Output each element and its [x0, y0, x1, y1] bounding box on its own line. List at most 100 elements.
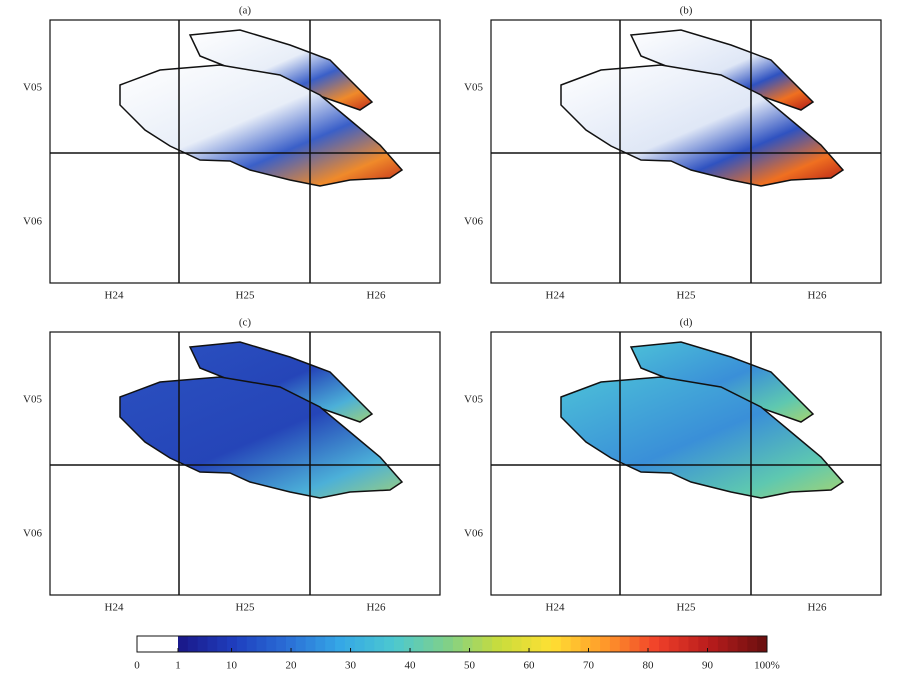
- col-label: H26: [367, 290, 386, 302]
- colorbar-cell: [423, 636, 434, 652]
- col-label: H25: [236, 602, 255, 614]
- colorbar-cell: [443, 636, 454, 652]
- colorbar-cell: [492, 636, 503, 652]
- panel-label: (a): [239, 5, 252, 17]
- colorbar-cell: [315, 636, 326, 652]
- colorbar-cell: [285, 636, 297, 652]
- row-label: V05: [464, 82, 483, 94]
- colorbar-cell: [531, 636, 542, 652]
- colorbar-cell: [590, 636, 601, 652]
- col-label: H24: [546, 290, 565, 302]
- panel-label: (b): [680, 5, 693, 17]
- colorbar-cell: [747, 636, 758, 652]
- colorbar-cell: [335, 636, 346, 652]
- colorbar-cell: [393, 636, 405, 652]
- col-label: H26: [808, 602, 827, 614]
- colorbar-tick-label: 40: [405, 660, 417, 672]
- colorbar-cell: [197, 636, 208, 652]
- colorbar-cell: [236, 636, 248, 652]
- colorbar-cell: [246, 636, 258, 652]
- colorbar-cell: [354, 636, 366, 652]
- colorbar-cell: [295, 636, 307, 652]
- colorbar-tick-label: 70: [583, 660, 595, 672]
- colorbar-cell: [668, 636, 680, 652]
- colorbar-cell: [501, 636, 513, 652]
- colorbar-tick-label: 50: [464, 660, 476, 672]
- colorbar-cell: [511, 636, 523, 652]
- colorbar-cell: [344, 636, 356, 652]
- colorbar-cell: [551, 636, 562, 652]
- colorbar-cell: [600, 636, 611, 652]
- colorbar-cell: [609, 636, 621, 652]
- colorbar-cell: [384, 636, 395, 652]
- region-main: [119, 376, 404, 499]
- col-label: H25: [677, 602, 696, 614]
- panel-frame: [49, 331, 441, 596]
- colorbar-cell: [462, 636, 473, 652]
- colorbar-cell: [727, 636, 739, 652]
- colorbar-tick-label: 1: [175, 660, 181, 672]
- colorbar-cell: [619, 636, 631, 652]
- colorbar-cell: [757, 636, 768, 652]
- colorbar-cell: [521, 636, 532, 652]
- row-label: V06: [23, 528, 42, 540]
- colorbar-cell: [413, 636, 424, 652]
- region-main: [119, 64, 404, 187]
- colorbar-tick-label: 80: [643, 660, 655, 672]
- colorbar-cell: [227, 636, 238, 652]
- region-main: [560, 64, 845, 187]
- row-label: V06: [464, 216, 483, 228]
- colorbar-tick-label: 100%: [754, 660, 780, 672]
- col-label: H26: [808, 290, 827, 302]
- colorbar-cell: [187, 636, 199, 652]
- map-panel: (c) V05 V06 H24 H25 H26: [23, 317, 441, 614]
- colorbar-cell: [639, 636, 650, 652]
- colorbar-frame: [136, 635, 768, 653]
- row-label: V05: [23, 82, 42, 94]
- map-panel: (a) V05 V06 H24 H25 H26: [23, 5, 441, 302]
- colorbar-cell: [717, 636, 729, 652]
- panel-frame: [49, 19, 441, 284]
- colorbar-cell: [541, 636, 552, 652]
- colorbar-cell: [678, 636, 689, 652]
- colorbar-cell: [482, 636, 493, 652]
- colorbar-cell: [178, 636, 189, 652]
- colorbar-cell: [364, 636, 375, 652]
- colorbar-cell: [737, 636, 748, 652]
- col-label: H26: [367, 602, 386, 614]
- colorbar-tick-label: 60: [524, 660, 536, 672]
- colorbar-cell: [325, 636, 336, 652]
- col-label: H25: [236, 290, 255, 302]
- region-main: [560, 376, 845, 499]
- row-label: V05: [464, 394, 483, 406]
- colorbar-cell: [305, 636, 316, 652]
- row-label: V05: [23, 394, 42, 406]
- col-label: H25: [677, 290, 696, 302]
- colorbar-cell: [659, 636, 670, 652]
- colorbar-tick-label: 0: [134, 660, 140, 672]
- colorbar-cell: [217, 636, 228, 652]
- colorbar-cell: [433, 636, 444, 652]
- colorbar-tick-label: 30: [345, 660, 357, 672]
- colorbar-cell: [276, 636, 287, 652]
- colorbar-cell: [472, 636, 483, 652]
- row-label: V06: [464, 528, 483, 540]
- colorbar-cell: [649, 636, 660, 652]
- colorbar-cell: [256, 636, 267, 652]
- map-panel: (b) V05 V06 H24 H25 H26: [464, 5, 882, 302]
- colorbar: 0 1 10 20 30 40 50 60 70 80 90 100%: [134, 635, 780, 672]
- colorbar-cell: [403, 636, 415, 652]
- panel-frame: [490, 331, 882, 596]
- colorbar-cell: [560, 636, 572, 652]
- colorbar-cell: [708, 636, 719, 652]
- col-label: H24: [105, 290, 124, 302]
- panel-label: (c): [239, 317, 252, 329]
- col-label: H24: [546, 602, 565, 614]
- colorbar-cell: [570, 636, 581, 652]
- colorbar-tick-label: 10: [226, 660, 238, 672]
- colorbar-cell: [207, 636, 218, 652]
- col-label: H24: [105, 602, 124, 614]
- colorbar-cell: [688, 636, 699, 652]
- colorbar-cell: [374, 636, 385, 652]
